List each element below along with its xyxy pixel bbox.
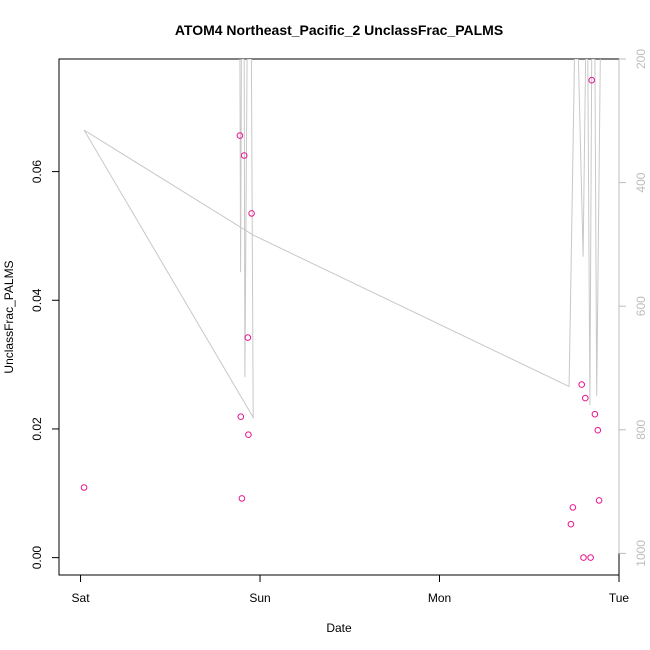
series-line-1 (83, 59, 601, 406)
data-point-10 (578, 381, 586, 388)
data-point-8 (567, 520, 575, 528)
y-tick-label-2: 0.04 (30, 288, 44, 312)
data-point-3 (238, 495, 246, 502)
data-point-11 (580, 554, 587, 561)
x-tick-label-0: Sat (72, 591, 91, 605)
plot-frame (58, 58, 620, 576)
y-axis-left: 0.00 0.02 0.04 0.06 (30, 160, 60, 570)
data-point-5 (244, 334, 252, 341)
data-point-6 (245, 431, 252, 439)
y-axis-label: UnclassFrac_PALMS (2, 260, 16, 373)
y-tick-label-0: 0.00 (30, 546, 44, 570)
data-point-17 (595, 497, 603, 504)
right-tick-label-0: 200 (634, 49, 648, 69)
x-axis-label: Date (326, 621, 352, 635)
data-point-7 (248, 210, 255, 217)
y-axis-right: 200 400 600 800 1000 (618, 49, 648, 567)
y-tick-label-3: 0.06 (30, 160, 44, 184)
data-point-1 (236, 132, 244, 139)
data-point-0 (80, 484, 88, 491)
x-tick-label-3: Tue (609, 591, 630, 605)
x-axis: Sat Sun Mon Tue (72, 574, 630, 605)
right-tick-label-1: 400 (634, 172, 648, 192)
chart-title: ATOM4 Northeast_Pacific_2 UnclassFrac_PA… (175, 22, 503, 38)
x-tick-label-1: Sun (249, 591, 270, 605)
data-point-15 (591, 410, 599, 418)
y-tick-label-1: 0.02 (30, 417, 44, 441)
data-point-4 (240, 152, 248, 159)
data-point-12 (582, 394, 589, 402)
right-tick-label-4: 1000 (634, 540, 648, 567)
right-tick-label-2: 600 (634, 296, 648, 316)
data-point-9 (569, 504, 577, 511)
data-point-14 (588, 76, 596, 84)
right-tick-label-3: 800 (634, 419, 648, 439)
data-point-2 (237, 413, 245, 421)
data-point-13 (587, 554, 594, 561)
scatter-points (80, 76, 603, 561)
series-line-2 (83, 59, 254, 420)
right-axis-series-lines (83, 59, 601, 420)
data-point-16 (594, 426, 602, 434)
x-tick-label-2: Mon (428, 591, 451, 605)
